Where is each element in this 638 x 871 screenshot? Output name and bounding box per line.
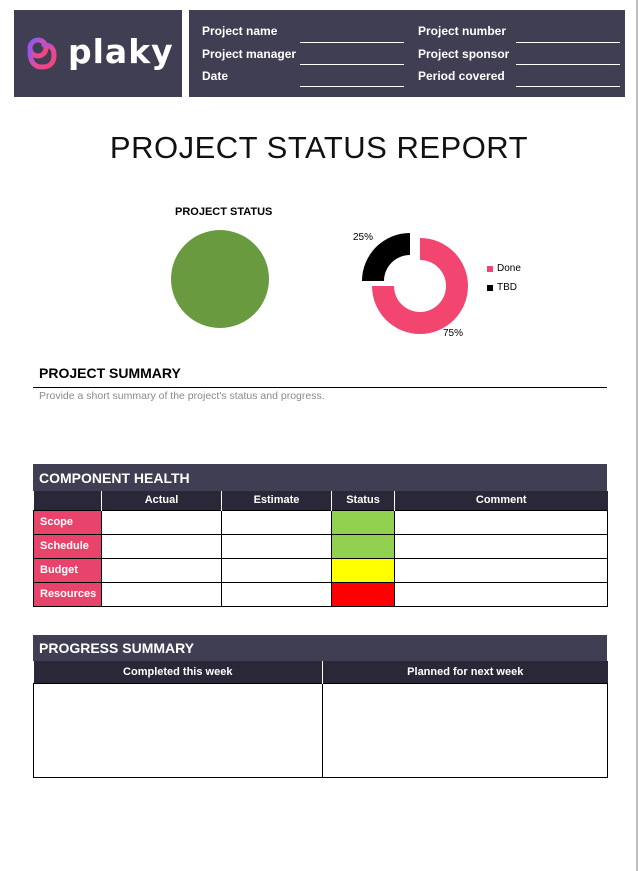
project-name-field[interactable] [300, 42, 404, 43]
project-status-indicator [171, 230, 269, 328]
legend-swatch-done [487, 265, 493, 272]
done-percent-label: 75% [443, 328, 464, 339]
project-status-label: PROJECT STATUS [175, 206, 273, 218]
table-row-resources: Resources [33, 581, 608, 607]
row-label-resources: Resources [33, 581, 102, 607]
column-header-estimate: Estimate [221, 491, 332, 510]
actual-cell[interactable] [101, 581, 222, 607]
status-cell-red[interactable] [331, 581, 395, 607]
project-info-header: Project name Project manager Date Projec… [189, 10, 625, 97]
legend-swatch-tbd [487, 284, 493, 291]
row-label-scope: Scope [33, 509, 102, 535]
column-header-completed: Completed this week [33, 661, 323, 683]
legend-item-tbd: TBD [487, 278, 521, 297]
component-health-table: Actual Estimate Status Comment Scope Sch… [33, 491, 608, 607]
progress-summary-heading: PROGRESS SUMMARY [33, 635, 607, 661]
status-cell-green[interactable] [331, 509, 395, 535]
project-manager-label: Project manager [202, 47, 297, 61]
table-header-row: Completed this week Planned for next wee… [33, 661, 608, 683]
legend-label-done: Done [497, 263, 521, 274]
column-header-actual: Actual [101, 491, 222, 510]
table-row-scope: Scope [33, 509, 608, 535]
column-header-label [33, 491, 102, 510]
comment-cell[interactable] [394, 509, 608, 535]
comment-cell[interactable] [394, 557, 608, 583]
project-summary-heading: PROJECT SUMMARY [39, 365, 181, 381]
estimate-cell[interactable] [221, 533, 332, 559]
actual-cell[interactable] [101, 509, 222, 535]
project-summary-text[interactable]: Provide a short summary of the project's… [39, 390, 325, 402]
component-health-heading: COMPONENT HEALTH [33, 464, 607, 491]
page-title: PROJECT STATUS REPORT [109, 130, 529, 165]
completed-this-week-cell[interactable] [33, 682, 323, 778]
legend-label-tbd: TBD [497, 282, 517, 293]
actual-cell[interactable] [101, 557, 222, 583]
estimate-cell[interactable] [221, 581, 332, 607]
comment-cell[interactable] [394, 533, 608, 559]
logo-block: plaky [14, 10, 182, 97]
column-header-status: Status [331, 491, 395, 510]
date-field[interactable] [300, 86, 404, 87]
progress-donut-chart [362, 233, 468, 334]
project-number-field[interactable] [516, 42, 620, 43]
table-row-schedule: Schedule [33, 533, 608, 559]
row-label-schedule: Schedule [33, 533, 102, 559]
estimate-cell[interactable] [221, 509, 332, 535]
period-covered-field[interactable] [516, 86, 620, 87]
period-covered-label: Period covered [418, 69, 505, 83]
project-summary-divider [33, 387, 607, 388]
column-header-comment: Comment [394, 491, 608, 510]
project-sponsor-label: Project sponsor [418, 47, 510, 61]
status-cell-green[interactable] [331, 533, 395, 559]
column-header-planned: Planned for next week [322, 661, 608, 683]
project-number-label: Project number [418, 24, 507, 38]
chart-legend: Done TBD [487, 259, 521, 297]
row-label-budget: Budget [33, 557, 102, 583]
actual-cell[interactable] [101, 533, 222, 559]
project-name-label: Project name [202, 24, 278, 38]
project-manager-field[interactable] [300, 64, 404, 65]
donut-slice-done [372, 238, 468, 334]
comment-cell[interactable] [394, 581, 608, 607]
page-edge-divider [636, 0, 638, 871]
donut-slice-tbd [362, 233, 410, 281]
table-row-budget: Budget [33, 557, 608, 583]
tbd-percent-label: 25% [353, 232, 374, 243]
date-label: Date [202, 69, 229, 83]
estimate-cell[interactable] [221, 557, 332, 583]
table-row [33, 682, 608, 778]
status-cell-yellow[interactable] [331, 557, 395, 583]
legend-item-done: Done [487, 259, 521, 278]
brand-name: plaky [68, 32, 174, 71]
project-sponsor-field[interactable] [516, 64, 620, 65]
planned-next-week-cell[interactable] [322, 682, 608, 778]
plaky-logo-icon [27, 37, 57, 70]
table-header-row: Actual Estimate Status Comment [33, 491, 608, 510]
progress-summary-table: Completed this week Planned for next wee… [33, 661, 608, 778]
